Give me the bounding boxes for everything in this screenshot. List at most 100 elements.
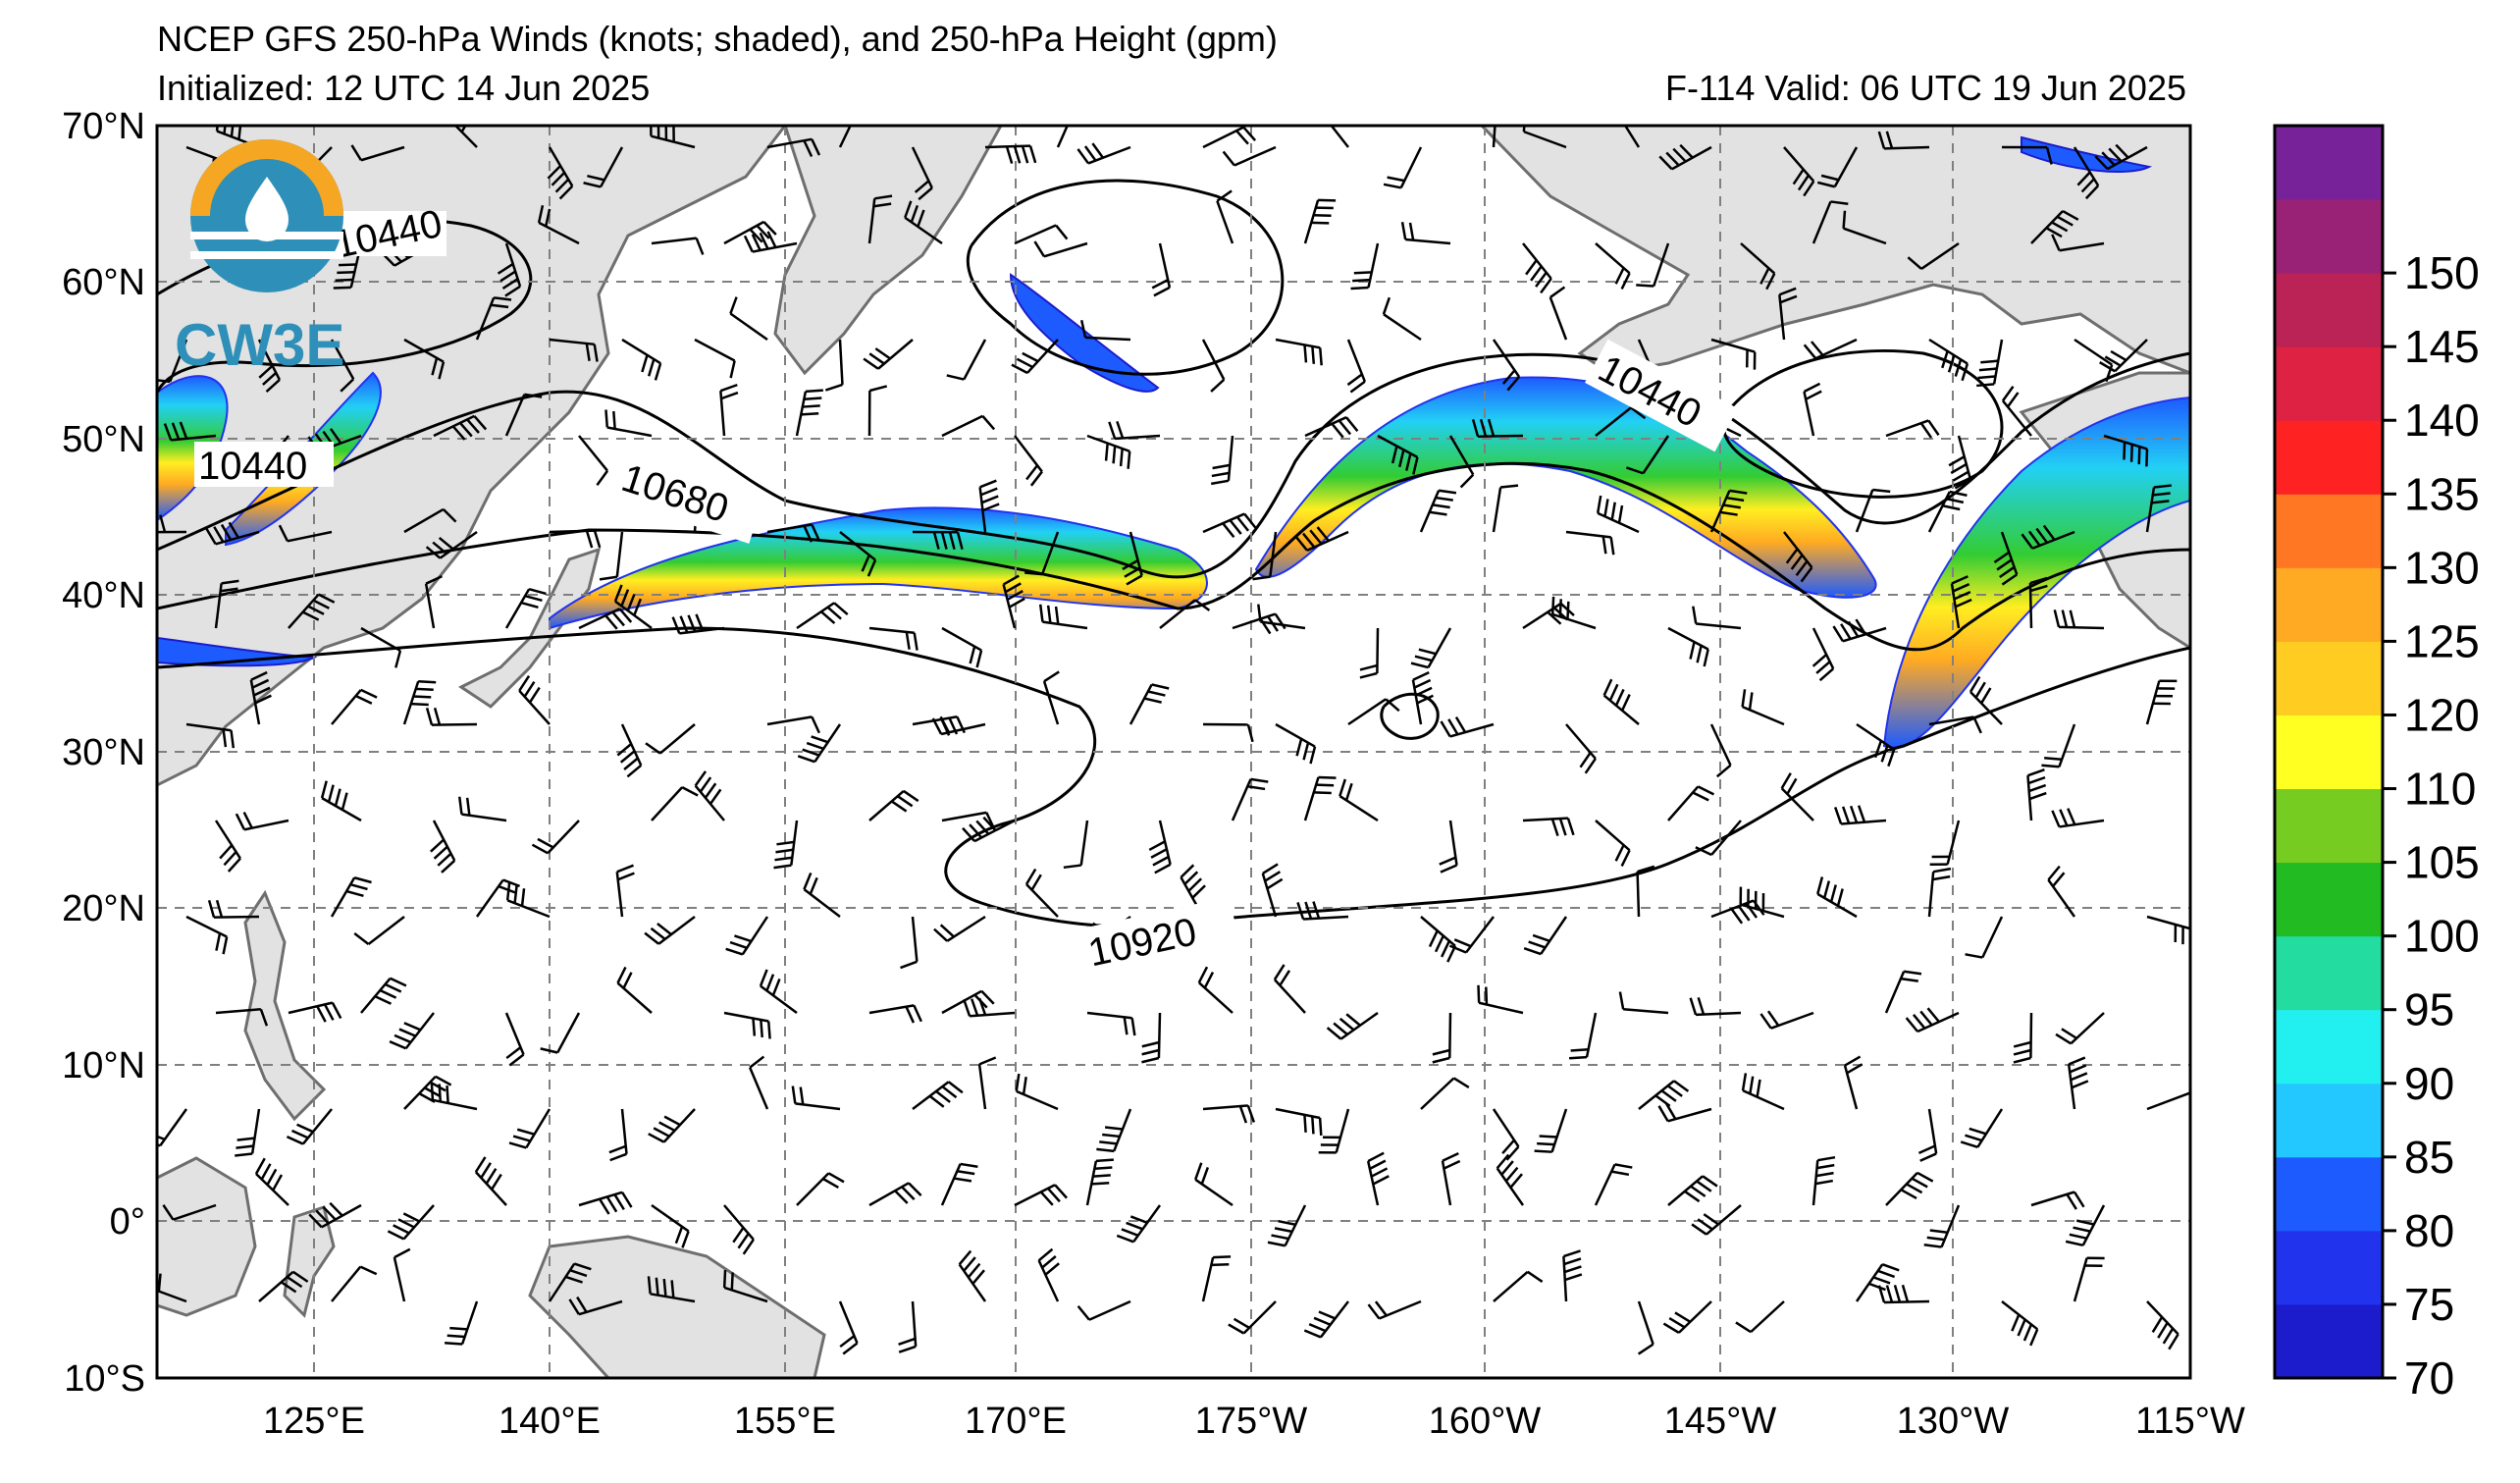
wind-barb bbox=[1014, 1184, 1068, 1207]
wind-barb bbox=[1129, 683, 1170, 725]
wind-barb bbox=[2103, 434, 2149, 467]
contour-label: 10440 bbox=[198, 445, 307, 488]
wind-barb bbox=[1976, 339, 2004, 388]
wind-barb bbox=[2067, 1056, 2089, 1110]
wind-barb bbox=[1602, 678, 1640, 725]
wind-barb bbox=[1015, 1073, 1059, 1111]
colorbar-segment bbox=[2275, 788, 2383, 864]
wind-barb bbox=[1667, 626, 1709, 667]
wind-barb bbox=[824, 339, 844, 392]
philippines-land bbox=[243, 889, 327, 1122]
lat-label: 10°N bbox=[62, 1045, 145, 1086]
wind-barb bbox=[1294, 526, 1349, 552]
colorbar-label: 120 bbox=[2404, 689, 2480, 740]
latitude-labels: 70°N 60°N 50°N 40°N 30°N 20°N 10°N 0° 10… bbox=[62, 106, 145, 1400]
wind-barb bbox=[1735, 1300, 1785, 1334]
wind-barb bbox=[2145, 484, 2172, 533]
wind-barb bbox=[1347, 698, 1400, 726]
wind-barb bbox=[157, 1273, 187, 1303]
wind-barb bbox=[867, 385, 888, 437]
wind-barb bbox=[2065, 1204, 2106, 1247]
wind-barb bbox=[650, 126, 696, 149]
wind-barb bbox=[1228, 1300, 1277, 1335]
wind-barb bbox=[621, 338, 662, 381]
wind-barb bbox=[1202, 126, 1257, 149]
wind-barbs bbox=[157, 126, 2190, 1355]
wind-barb bbox=[1595, 820, 1631, 867]
wind-barb bbox=[215, 1008, 269, 1027]
wind-barb bbox=[1024, 531, 1060, 576]
valid-time: F-114 Valid: 06 UTC 19 Jun 2025 bbox=[1665, 68, 2186, 108]
wind-barb bbox=[157, 339, 188, 384]
colorbar-segment bbox=[2275, 1009, 2383, 1085]
wind-barb bbox=[1739, 886, 1785, 919]
borneo-land bbox=[157, 1156, 257, 1317]
wind-barb bbox=[1096, 1108, 1132, 1153]
wind-barb bbox=[1594, 1163, 1633, 1206]
wind-barb bbox=[1419, 489, 1457, 533]
wind-barb bbox=[1194, 1162, 1234, 1207]
colorbar-segment bbox=[2275, 126, 2383, 200]
wind-barb bbox=[719, 383, 739, 437]
colorbar-segment bbox=[2275, 420, 2383, 495]
map-title: NCEP GFS 250-hPa Winds (knots; shaded), … bbox=[157, 19, 1278, 59]
wind-barb bbox=[694, 338, 736, 379]
wind-barb bbox=[1816, 876, 1858, 919]
wind-barb bbox=[1636, 865, 1655, 918]
wind-barb bbox=[912, 1081, 964, 1110]
kamchatka-land bbox=[773, 126, 1003, 376]
wind-barb bbox=[838, 1300, 859, 1355]
wind-barb bbox=[425, 530, 478, 559]
wind-barb bbox=[1549, 286, 1568, 341]
wind-barb bbox=[1492, 126, 1496, 148]
wind-barb bbox=[1231, 777, 1269, 821]
wind-barb bbox=[157, 514, 187, 534]
logo-text: CW3E bbox=[175, 312, 344, 378]
wind-barb bbox=[393, 1247, 411, 1302]
lat-label: 60°N bbox=[62, 262, 145, 303]
wind-barb bbox=[766, 715, 820, 734]
wind-barb bbox=[1257, 604, 1306, 630]
wind-barb bbox=[1496, 1153, 1525, 1206]
map-frame bbox=[155, 124, 2192, 1380]
colorbar-segment bbox=[2275, 567, 2383, 642]
wind-barb bbox=[1377, 434, 1419, 475]
wind-barb bbox=[1366, 1151, 1390, 1206]
wind-barb bbox=[1141, 1012, 1162, 1064]
wind-barb bbox=[1691, 1204, 1742, 1236]
wind-barb bbox=[2047, 865, 2076, 918]
colorbar-segment bbox=[2275, 1303, 2383, 1379]
contour-label-group: 10440 10440 10680 10440 10920 bbox=[194, 202, 1738, 980]
colorbar-label: 130 bbox=[2404, 542, 2480, 593]
wind-barb bbox=[1420, 1077, 1470, 1110]
wind-barb bbox=[791, 1086, 841, 1111]
lat-label: 0° bbox=[110, 1201, 145, 1243]
wind-barb bbox=[651, 1203, 690, 1248]
wind-barb bbox=[1202, 1104, 1256, 1124]
wind-barb bbox=[1275, 338, 1323, 366]
wind-barb bbox=[1522, 817, 1575, 836]
wind-barb bbox=[1063, 820, 1089, 870]
wind-barb bbox=[1116, 1204, 1162, 1244]
wind-barb bbox=[1636, 242, 1670, 288]
wind-barb bbox=[1261, 863, 1284, 918]
wind-barb bbox=[2099, 339, 2148, 373]
wind-barb bbox=[2041, 723, 2076, 768]
wind-barb bbox=[1783, 531, 1813, 583]
wind-barb bbox=[868, 626, 919, 651]
wind-barb bbox=[214, 820, 241, 873]
wind-barb bbox=[1275, 722, 1317, 765]
colorbar-label: 80 bbox=[2404, 1205, 2454, 1256]
wind-barb bbox=[1855, 1263, 1900, 1302]
wind-barb bbox=[162, 1203, 217, 1221]
grid-lines bbox=[157, 126, 2190, 1378]
wind-barb bbox=[647, 1276, 696, 1303]
wind-barb bbox=[2001, 1300, 2039, 1347]
wind-barb bbox=[1658, 143, 1712, 171]
wind-barb bbox=[1877, 131, 1930, 150]
wind-barb bbox=[1917, 1108, 1938, 1162]
wind-barb bbox=[1439, 820, 1458, 874]
wind-barb bbox=[931, 715, 986, 736]
wind-barb bbox=[725, 916, 769, 956]
wind-barb bbox=[320, 780, 362, 822]
